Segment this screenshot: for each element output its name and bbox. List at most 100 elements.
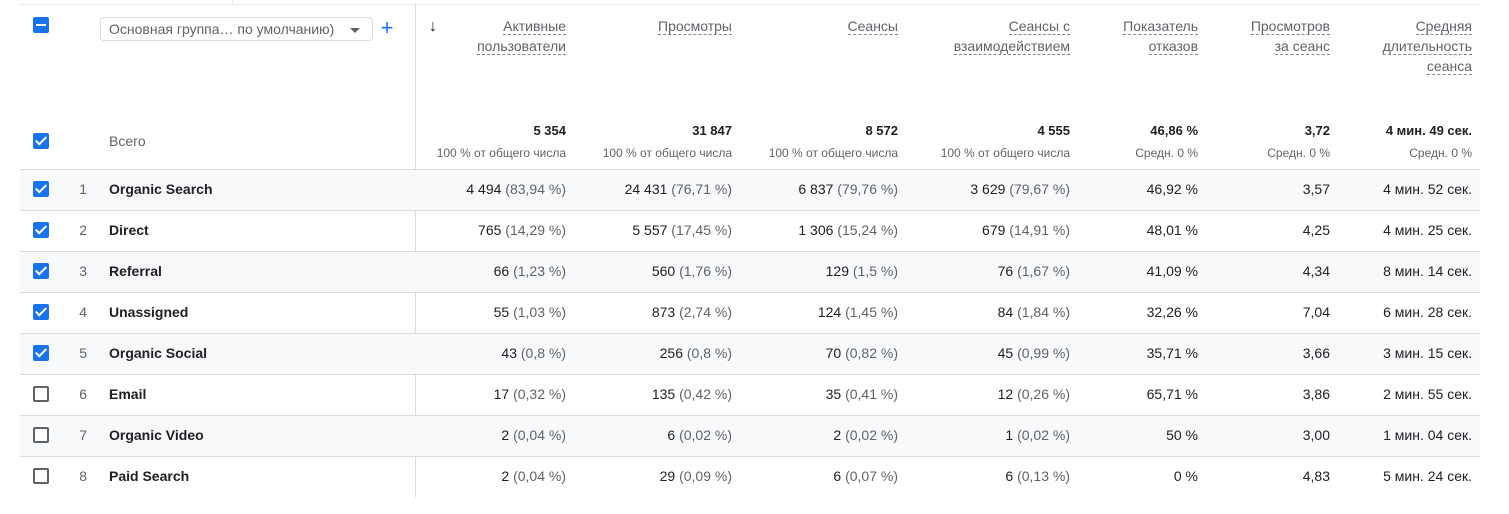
metric-value: 45 [997, 345, 1014, 361]
metric-percent: (0,02 %) [679, 427, 732, 443]
metric-value: 679 [982, 222, 1006, 238]
metric-cell: 1 306 (15,24 %) [738, 222, 898, 238]
column-header-3[interactable]: Сеансы [748, 16, 898, 36]
metric-percent: (0,13 %) [1017, 468, 1070, 484]
row-checkbox[interactable] [33, 181, 49, 197]
row-dimension-label: Email [109, 386, 147, 402]
metric-value: 4 494 [466, 181, 502, 197]
row-dimension-label: Organic Social [109, 345, 208, 361]
metric-value: 48,01 % [1146, 222, 1198, 238]
group-selector-dropdown[interactable]: Основная группа… по умолчанию) [100, 17, 373, 41]
metric-percent: (14,29 %) [505, 222, 566, 238]
column-header-1[interactable]: Активные пользователи [416, 16, 566, 56]
row-checkbox[interactable] [33, 427, 49, 443]
column-header-text: Сеансы с [1008, 18, 1070, 35]
metric-cell: 46,92 % [1038, 181, 1198, 197]
row-dimension-label: Unassigned [109, 304, 189, 320]
metric-percent: (1,5 %) [852, 263, 898, 279]
metric-percent: (1,23 %) [513, 263, 566, 279]
table-row[interactable] [20, 210, 1480, 252]
metric-value: 5 557 [632, 222, 668, 238]
column-header-6[interactable]: Просмотров за сеанс [1210, 16, 1330, 56]
metric-value: 35 [825, 386, 842, 402]
metric-value: 35,71 % [1146, 345, 1198, 361]
metric-cell: 2 (0,04 %) [406, 427, 566, 443]
row-checkbox[interactable] [33, 222, 49, 238]
table-row[interactable] [20, 374, 1480, 416]
metric-cell: 6 (0,13 %) [910, 468, 1070, 484]
metric-value: 12 [997, 386, 1014, 402]
metric-cell: 2 (0,04 %) [406, 468, 566, 484]
table-row[interactable] [20, 251, 1480, 293]
metric-value: 84 [997, 304, 1014, 320]
metric-value: 66 [493, 263, 510, 279]
column-header-text: Средняя [1415, 18, 1472, 35]
row-number: 5 [79, 345, 87, 361]
metric-percent: (1,84 %) [1017, 304, 1070, 320]
metric-cell: 4 494 (83,94 %) [406, 181, 566, 197]
table-row[interactable] [20, 415, 1480, 457]
metric-cell: 12 (0,26 %) [910, 386, 1070, 402]
metric-cell: 45 (0,99 %) [910, 345, 1070, 361]
column-header-5[interactable]: Показатель отказов [1083, 16, 1198, 56]
arrow-down-icon[interactable]: ↓ [429, 18, 437, 35]
metric-value: 873 [651, 304, 676, 320]
metric-percent: (0,26 %) [1017, 386, 1070, 402]
column-header-4[interactable]: Сеансы с взаимодействием [910, 16, 1070, 56]
column-header-text: Сеансы [847, 18, 898, 35]
column-header-text: Просмотров [1250, 18, 1330, 35]
metric-percent: (2,74 %) [679, 304, 732, 320]
metric-value: 1 306 [798, 222, 834, 238]
row-dimension-label: Organic Search [109, 181, 213, 197]
metric-cell: 679 (14,91 %) [910, 222, 1070, 238]
metric-cell: 65,71 % [1038, 386, 1198, 402]
metric-cell: 124 (1,45 %) [738, 304, 898, 320]
row-dimension-label: Direct [109, 222, 149, 238]
column-header-2[interactable]: Просмотры [582, 16, 732, 36]
metric-percent: (0,42 %) [679, 386, 732, 402]
totals-checkbox[interactable] [33, 133, 49, 149]
metric-value: 6 [1005, 468, 1014, 484]
metric-cell: 76 (1,67 %) [910, 263, 1070, 279]
metric-value: 4,25 [1302, 222, 1330, 238]
table-row[interactable] [20, 456, 1480, 498]
metric-value: 0 % [1173, 468, 1198, 484]
row-checkbox[interactable] [33, 386, 49, 402]
total-subtext: Средн. 0 % [1267, 146, 1330, 160]
row-checkbox[interactable] [33, 304, 49, 320]
metric-value: 5 мин. 24 сек. [1383, 468, 1472, 484]
metric-cell: 873 (2,74 %) [572, 304, 732, 320]
metric-value: 2 [501, 427, 510, 443]
metric-cell: 1 мин. 04 сек. [1312, 427, 1472, 443]
select-all-checkbox[interactable] [33, 17, 49, 33]
column-header-text: Активные [503, 18, 566, 35]
metric-percent: (0,41 %) [845, 386, 898, 402]
metric-cell: 43 (0,8 %) [406, 345, 566, 361]
metric-value: 2 мин. 55 сек. [1383, 386, 1472, 402]
row-number: 8 [79, 468, 87, 484]
total-value: 8 572 [865, 123, 898, 138]
column-header-7[interactable]: Средняя длительность сеанса [1352, 16, 1472, 76]
metric-cell: 6 837 (79,76 %) [738, 181, 898, 197]
column-header-text: за сеанс [1274, 38, 1330, 55]
metric-cell: 35 (0,41 %) [738, 386, 898, 402]
metric-cell: 4 мин. 52 сек. [1312, 181, 1472, 197]
metric-value: 76 [997, 263, 1014, 279]
metric-cell: 50 % [1038, 427, 1198, 443]
top-divider [20, 0, 1480, 5]
plus-icon[interactable]: + [380, 15, 394, 40]
row-checkbox[interactable] [33, 263, 49, 279]
table-row[interactable] [20, 169, 1480, 211]
metric-value: 41,09 % [1146, 263, 1198, 279]
table-row[interactable] [20, 333, 1480, 375]
metric-percent: (0,8 %) [520, 345, 566, 361]
metric-value: 24 431 [624, 181, 668, 197]
row-checkbox[interactable] [33, 468, 49, 484]
column-header-text: Просмотры [658, 18, 732, 35]
metric-cell: 4,83 [1170, 468, 1330, 484]
metric-cell: 3,86 [1170, 386, 1330, 402]
row-checkbox[interactable] [33, 345, 49, 361]
metric-percent: (0,82 %) [845, 345, 898, 361]
metric-cell: 3 629 (79,67 %) [910, 181, 1070, 197]
table-row[interactable] [20, 292, 1480, 334]
